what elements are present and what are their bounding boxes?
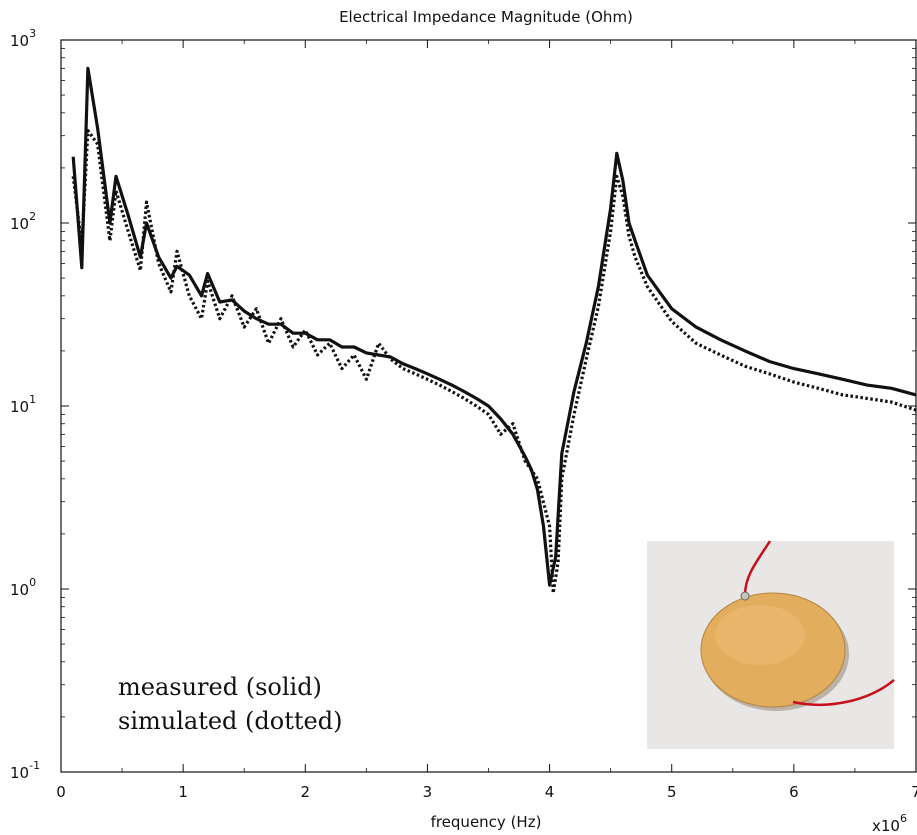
x-tick-label-2: 2 [301, 783, 311, 801]
x-multiplier-base: x10 [872, 817, 900, 835]
x-tick-label-7: 7 [911, 783, 917, 801]
x-tick-label-1: 1 [178, 783, 188, 801]
y-tick-label-4: 103 [10, 27, 36, 50]
wire-top [743, 540, 772, 596]
disc-highlight [715, 605, 805, 665]
x-tick-label-6: 6 [789, 783, 799, 801]
legend-measured: measured (solid) [118, 673, 322, 701]
y-tick-label-2: 101 [10, 393, 36, 416]
chart-title: Electrical Impedance Magnitude (Ohm) [339, 8, 633, 26]
solder-joint [740, 591, 750, 601]
x-axis-label: frequency (Hz) [431, 813, 542, 831]
x-tick-label-3: 3 [423, 783, 433, 801]
x-axis-multiplier: x106 [872, 812, 907, 835]
legend: measured (solid) simulated (dotted) [118, 673, 342, 735]
y-tick-label-3: 102 [10, 210, 36, 233]
x-tick-label-5: 5 [667, 783, 677, 801]
y-tick-label-1: 100 [10, 576, 36, 599]
wire-bottom [792, 679, 895, 706]
series-simulated-line [71, 129, 917, 595]
series-measured-line [71, 66, 917, 587]
x-tick-label-0: 0 [56, 783, 66, 801]
legend-simulated: simulated (dotted) [118, 707, 342, 735]
inset-photo [647, 540, 895, 749]
series-group [71, 66, 917, 595]
x-axis-ticks: 0 1 2 3 4 5 6 7 [56, 40, 917, 801]
x-tick-label-4: 4 [545, 783, 555, 801]
y-axis-ticks: 10-1 100 101 102 103 [10, 27, 916, 782]
y-tick-label-0: 10-1 [10, 759, 40, 782]
x-multiplier-exponent: 6 [900, 812, 907, 825]
